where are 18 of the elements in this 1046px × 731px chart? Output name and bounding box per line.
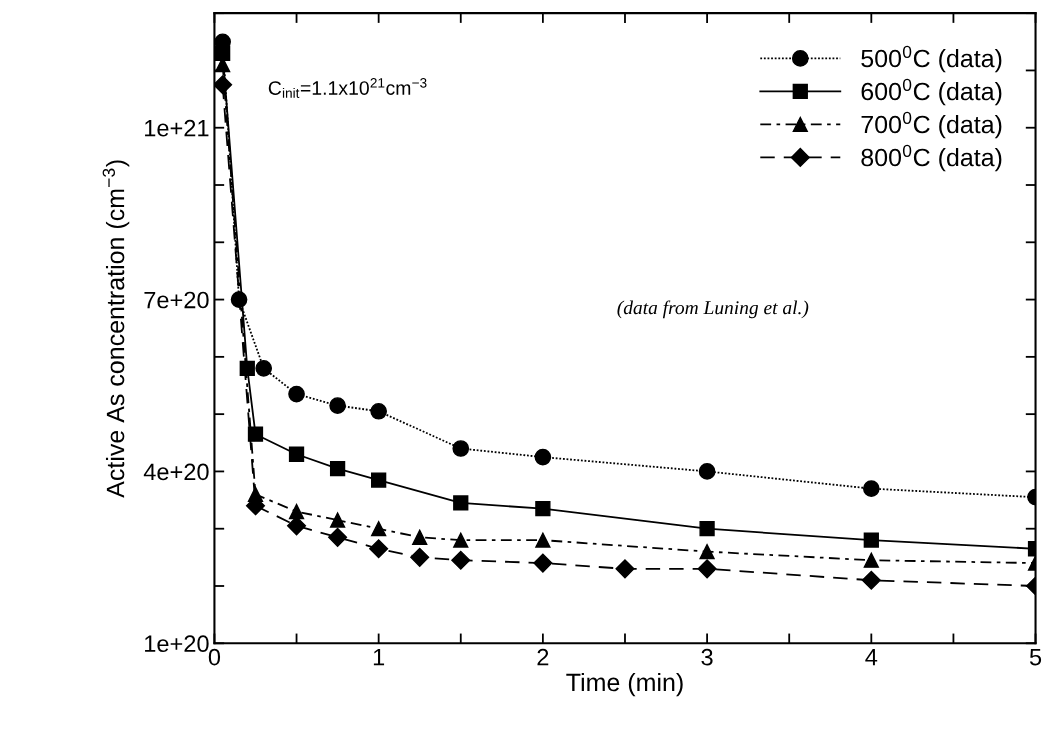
y-tick-label: 1e+20: [145, 635, 209, 653]
x-tick-label: 3: [701, 648, 713, 666]
y-axis-title: Active As concentration (cm$^{−3}$): [102, 160, 130, 498]
y-tick-label: 1e+21: [145, 119, 209, 137]
y-tick-label: 4e+20: [143, 463, 209, 481]
legend-label: 700$^{0}$C (data): [861, 111, 1002, 139]
x-tick-label: 0: [208, 648, 221, 666]
annotation: (data from Luning et al.): [617, 300, 809, 319]
x-axis-title: Time (min): [566, 672, 683, 697]
legend-label: 800$^{0}$C (data): [861, 144, 1002, 172]
x-tick-label: 5: [1029, 649, 1042, 666]
x-tick-label: 1: [373, 649, 385, 666]
legend-label: 500$^{0}$C (data): [861, 45, 1002, 73]
annotation: C$_{init}$=1.1x10$^{21}$cm$^{−3}$: [268, 78, 427, 98]
legend-label: 600$^{0}$C (data): [861, 78, 1002, 106]
x-tick-label: 4: [865, 649, 878, 666]
y-tick-label: 7e+20: [144, 291, 209, 309]
x-tick-label: 2: [537, 648, 549, 666]
